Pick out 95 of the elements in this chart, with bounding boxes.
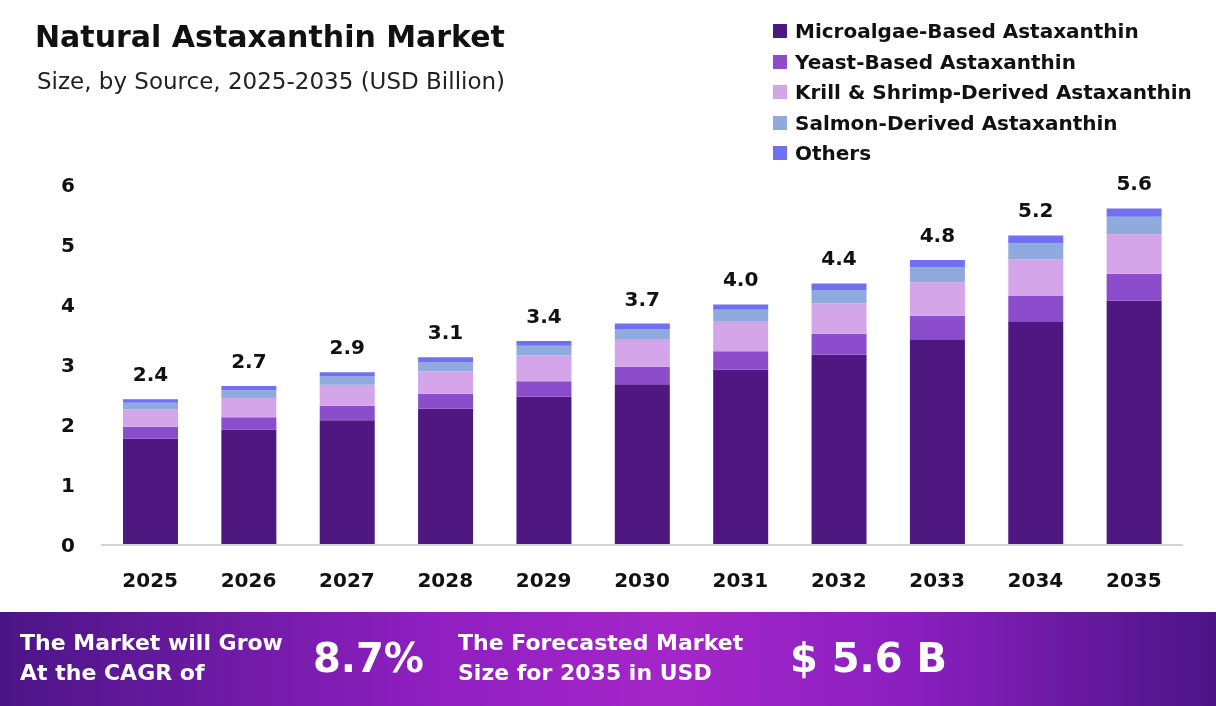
text: 8.7% <box>313 634 425 683</box>
bar <box>909 260 965 268</box>
x-tick-label: 2025 <box>122 568 179 593</box>
bar <box>418 371 474 394</box>
total-label: 4.0 <box>722 267 759 292</box>
bar <box>1008 235 1064 244</box>
bar <box>123 426 178 439</box>
bar <box>713 369 769 545</box>
x-tick-label: 2032 <box>810 568 867 593</box>
legend-label: Salmon-Derived Astaxanthin <box>795 110 1118 135</box>
total-label: 3.7 <box>624 286 661 311</box>
total-label: 3.4 <box>526 304 562 328</box>
bar <box>713 304 769 310</box>
bar <box>614 329 670 340</box>
y-tick-label: 0 <box>61 533 75 557</box>
bar <box>123 409 178 427</box>
bar <box>319 405 375 421</box>
bar <box>811 303 867 334</box>
y-tick-label: 3 <box>61 353 75 377</box>
text: The Market will Grow At the CAGR of <box>20 629 284 687</box>
total-label: 2.9 <box>329 335 365 360</box>
bar <box>811 333 867 355</box>
bar <box>811 283 867 290</box>
bar <box>1106 234 1162 274</box>
total-label: 5.2 <box>1018 198 1054 223</box>
x-tick-label: 2033 <box>909 568 965 593</box>
bar <box>713 321 769 352</box>
bar <box>614 366 670 385</box>
legend-label: Yeast-Based Astaxanthin <box>795 49 1076 74</box>
bar <box>418 408 474 545</box>
x-tick-label: 2027 <box>319 568 375 593</box>
bar <box>516 341 572 346</box>
bar <box>418 393 474 409</box>
bar <box>418 357 474 363</box>
bar <box>909 267 965 283</box>
y-tick-label: 1 <box>61 473 75 497</box>
bar <box>1008 259 1064 296</box>
total-label: 3.1 <box>427 320 464 345</box>
bar <box>516 345 572 356</box>
bar <box>1008 321 1064 545</box>
bar <box>123 402 178 410</box>
bar <box>1008 243 1064 260</box>
bar <box>909 282 965 316</box>
bar <box>418 362 474 372</box>
bar <box>1106 300 1162 545</box>
text: $ 5.6 B <box>790 634 949 683</box>
y-tick-label: 5 <box>61 233 75 257</box>
bar <box>123 399 178 403</box>
bar <box>614 339 670 367</box>
bar <box>319 376 375 385</box>
bar <box>811 290 867 304</box>
total-label: 4.4 <box>821 246 857 271</box>
legend-label: Krill & Shrimp-Derived Astaxanthin <box>795 80 1192 105</box>
bar <box>713 351 769 370</box>
bar <box>614 323 670 329</box>
bar <box>1106 208 1162 217</box>
y-tick-label: 4 <box>61 293 75 317</box>
bar <box>221 386 277 391</box>
y-tick-label: 6 <box>61 173 75 197</box>
x-tick-label: 2031 <box>712 568 769 593</box>
bar <box>909 315 965 340</box>
legend-label: Others <box>795 141 872 166</box>
bar <box>1106 216 1162 235</box>
x-tick-label: 2030 <box>614 568 670 593</box>
bar <box>1008 296 1064 322</box>
bar <box>614 384 670 545</box>
total-label: 4.8 <box>919 223 956 247</box>
bar <box>221 398 277 418</box>
chart-subtitle: Size, by Source, 2025-2035 (USD Billion) <box>37 68 506 94</box>
x-tick-label: 2029 <box>515 568 572 593</box>
bar <box>123 438 178 545</box>
bar <box>811 354 867 545</box>
y-tick-label: 2 <box>61 413 75 437</box>
total-label: 2.4 <box>132 362 169 387</box>
total-label: 2.7 <box>231 349 267 373</box>
text: The Forecasted Market Size for 2035 in USD <box>458 629 745 687</box>
bar <box>221 429 277 545</box>
bar <box>1106 273 1162 301</box>
x-tick-label: 2034 <box>1007 568 1064 593</box>
bar <box>221 390 277 398</box>
x-tick-label: 2028 <box>417 568 474 593</box>
bar <box>221 417 277 430</box>
bar <box>516 381 572 397</box>
x-tick-label: 2035 <box>1105 568 1162 593</box>
total-label: 5.6 <box>1116 171 1152 196</box>
bar <box>319 384 375 406</box>
bar <box>319 372 375 377</box>
bar <box>713 309 769 322</box>
bar <box>516 355 572 382</box>
chart-title: Natural Astaxanthin Market <box>35 19 505 54</box>
legend-label: Microalgae-Based Astaxanthin <box>795 19 1139 44</box>
bar <box>319 420 375 545</box>
bar <box>909 339 965 545</box>
bar <box>516 396 572 545</box>
x-tick-label: 2026 <box>220 568 277 593</box>
